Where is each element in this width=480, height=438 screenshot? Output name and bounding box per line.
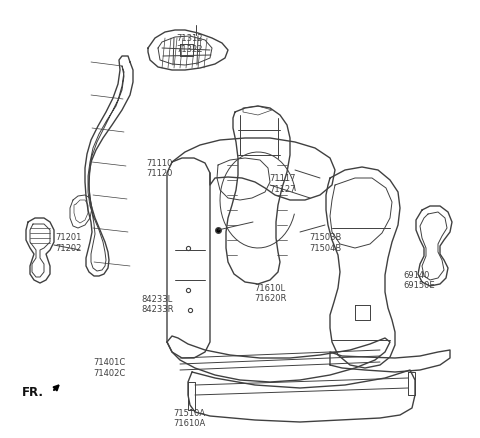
Text: 71117
71127: 71117 71127 <box>269 174 295 194</box>
Text: 71401C
71402C: 71401C 71402C <box>94 358 126 378</box>
Text: 69140
69150E: 69140 69150E <box>403 271 435 290</box>
Text: 84233L
84233R: 84233L 84233R <box>142 295 174 314</box>
Text: 71312
71322: 71312 71322 <box>176 34 203 53</box>
Text: 71110
71120: 71110 71120 <box>146 159 173 178</box>
Text: 71201
71202: 71201 71202 <box>55 233 82 253</box>
Text: 71610L
71620R: 71610L 71620R <box>254 284 287 303</box>
Text: FR.: FR. <box>22 385 44 399</box>
Text: 71510A
71610A: 71510A 71610A <box>173 409 206 428</box>
Text: 71503B
71504B: 71503B 71504B <box>310 233 342 253</box>
